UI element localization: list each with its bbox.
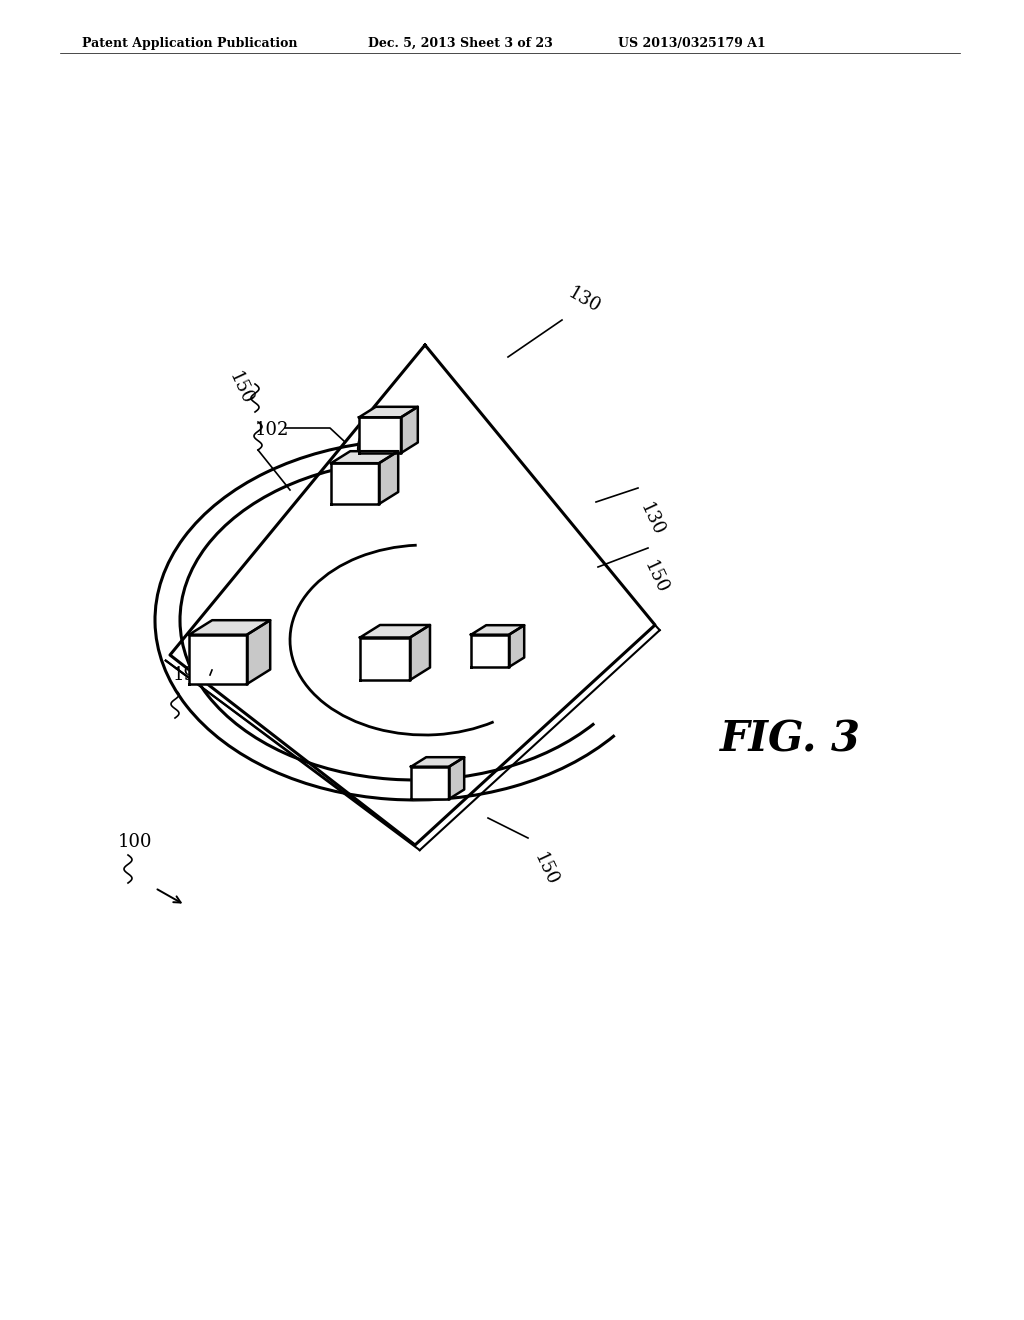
Polygon shape [247,620,270,684]
Polygon shape [509,626,524,667]
Text: 130: 130 [636,500,667,539]
Polygon shape [359,407,418,417]
Polygon shape [471,635,509,667]
Polygon shape [360,624,430,638]
Polygon shape [189,620,270,635]
Text: 102: 102 [255,421,290,440]
Text: US 2013/0325179 A1: US 2013/0325179 A1 [618,37,766,50]
Polygon shape [411,758,464,767]
Text: Dec. 5, 2013: Dec. 5, 2013 [368,37,456,50]
Text: 150: 150 [640,558,671,597]
Polygon shape [170,345,655,845]
Polygon shape [331,451,398,463]
Text: 190: 190 [173,667,208,684]
Text: FIG. 3: FIG. 3 [720,719,860,762]
Text: 150: 150 [530,850,561,888]
Text: Sheet 3 of 23: Sheet 3 of 23 [460,37,553,50]
Polygon shape [410,624,430,680]
Text: 150: 150 [225,370,256,408]
Text: 100: 100 [118,833,153,851]
Polygon shape [401,407,418,453]
Polygon shape [379,451,398,504]
Polygon shape [471,626,524,635]
Polygon shape [359,417,401,453]
Polygon shape [411,767,449,799]
Polygon shape [449,758,464,799]
Text: 130: 130 [565,284,604,317]
Polygon shape [360,638,410,680]
Polygon shape [189,635,247,684]
Text: Patent Application Publication: Patent Application Publication [82,37,298,50]
Polygon shape [331,463,379,504]
